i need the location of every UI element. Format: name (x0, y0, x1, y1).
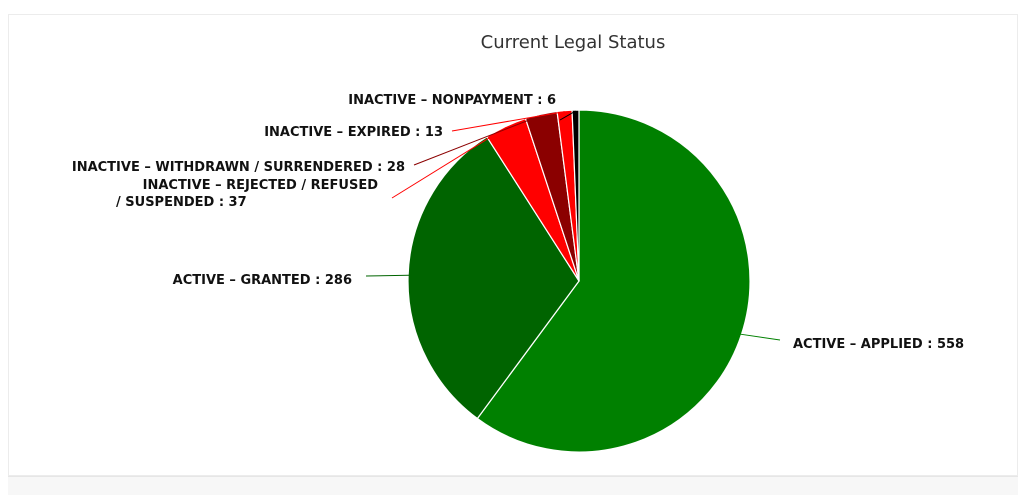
data-label: ACTIVE – GRANTED : 286 (173, 273, 352, 288)
data-label-line: INACTIVE – NONPAYMENT : 6 (348, 93, 556, 108)
data-label-line: ACTIVE – GRANTED : 286 (173, 273, 352, 288)
data-label: INACTIVE – REJECTED / REFUSED / SUSPENDED… (116, 178, 378, 210)
data-label: ACTIVE – APPLIED : 558 (793, 337, 964, 352)
label-connector (559, 110, 576, 121)
data-label-line: INACTIVE – EXPIRED : 13 (264, 125, 443, 140)
data-label: INACTIVE – EXPIRED : 13 (264, 125, 443, 140)
label-connector (451, 111, 565, 132)
label-connector (391, 127, 507, 199)
data-label-line: INACTIVE – REJECTED / REFUSED (143, 178, 379, 193)
label-connector (365, 274, 410, 277)
data-labels: ACTIVE – APPLIED : 558 ACTIVE – GRANTED :… (72, 93, 964, 352)
pie-slices (407, 109, 751, 453)
data-label-line: ACTIVE – APPLIED : 558 (793, 337, 964, 352)
label-connectors (365, 110, 781, 341)
label-connector (413, 114, 542, 166)
pie-slice[interactable] (571, 109, 580, 282)
chart-title: Current Legal Status (481, 32, 666, 53)
data-label: INACTIVE – NONPAYMENT : 6 (348, 93, 556, 108)
label-connector (740, 333, 781, 341)
panel-footer (8, 476, 1018, 495)
data-label-line: / SUSPENDED : 37 (116, 195, 247, 210)
data-label-line: INACTIVE – WITHDRAWN / SURRENDERED : 28 (72, 160, 405, 175)
data-label: INACTIVE – WITHDRAWN / SURRENDERED : 28 (72, 160, 405, 175)
